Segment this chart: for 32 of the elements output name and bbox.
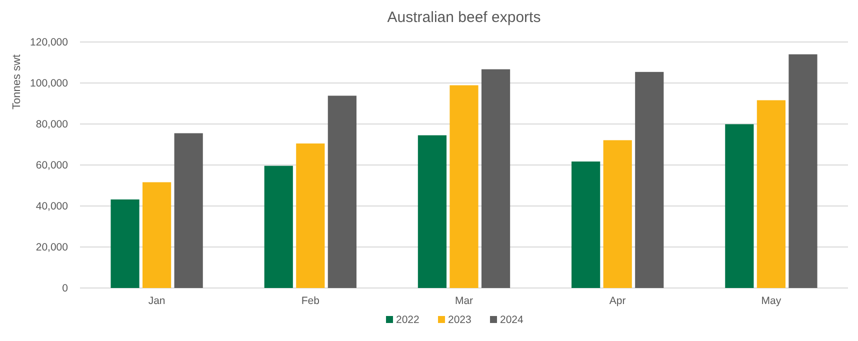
- x-tick-label: Feb: [301, 295, 320, 307]
- bar: [756, 100, 786, 288]
- legend-label: 2023: [448, 314, 472, 326]
- y-tick-label: 20,000: [36, 242, 68, 254]
- bar: [296, 143, 325, 288]
- bar: [788, 54, 818, 288]
- x-tick-label: Mar: [454, 295, 474, 307]
- x-tick-label: Jan: [148, 295, 166, 307]
- bar: [572, 162, 600, 288]
- x-tick-label: May: [761, 295, 782, 307]
- bar: [174, 133, 203, 288]
- bar: [264, 166, 293, 288]
- chart-title: Australian beef exports: [387, 9, 541, 26]
- legend-label: 2024: [500, 314, 524, 326]
- y-tick-label: 40,000: [36, 200, 68, 213]
- y-axis-title: Tonnes swt: [11, 54, 23, 110]
- bar: [328, 96, 356, 288]
- bar: [603, 140, 632, 288]
- y-tick-label: 80,000: [36, 118, 68, 131]
- y-tick-label: 120,000: [30, 36, 68, 49]
- x-tick-label: Apr: [609, 295, 626, 307]
- bar: [110, 199, 140, 288]
- bar: [142, 182, 172, 288]
- bar: [450, 85, 478, 288]
- legend-label: 2022: [396, 314, 420, 326]
- y-tick-label: 0: [62, 282, 68, 295]
- y-tick-label: 60,000: [36, 160, 68, 172]
- y-tick-label: 100,000: [30, 78, 68, 90]
- bar: [418, 135, 447, 288]
- bar: [481, 69, 510, 288]
- bar: [635, 72, 664, 288]
- bar: [725, 124, 754, 288]
